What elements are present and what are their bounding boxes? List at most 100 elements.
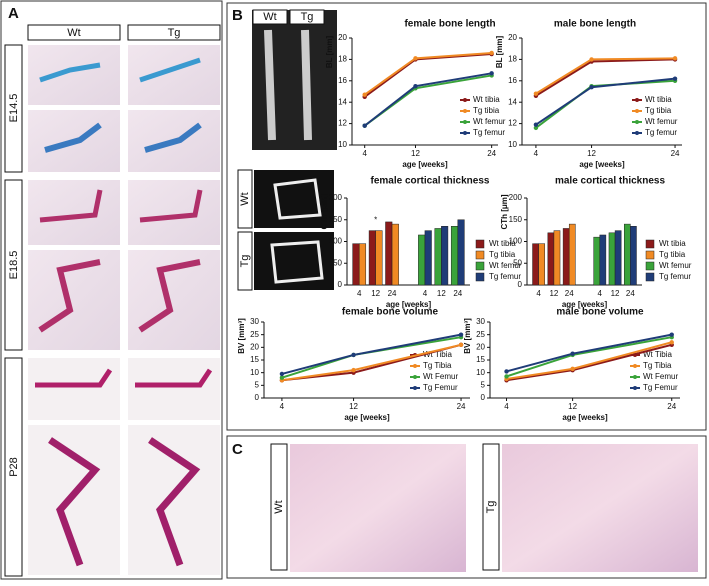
y-axis-label: BV [mm³]	[463, 318, 472, 354]
y-tick-label: 12	[508, 119, 517, 128]
bar	[391, 223, 399, 286]
bar	[434, 228, 442, 286]
x-tick-label: 4	[536, 289, 541, 298]
bar	[630, 226, 637, 286]
point	[570, 366, 575, 372]
bar	[424, 230, 432, 286]
chart-title: male cortical thickness	[555, 176, 665, 187]
legend-marker	[463, 131, 467, 135]
row-box	[4, 179, 23, 351]
panel-label: A	[8, 5, 19, 22]
y-tick-label: 50	[333, 258, 342, 267]
photo	[28, 45, 120, 105]
point	[669, 332, 674, 337]
legend-swatch	[475, 239, 485, 249]
point	[533, 125, 539, 131]
legend-label: Tg tibia	[473, 106, 500, 115]
y-tick-label: 20	[476, 342, 485, 351]
column-label: Tg	[301, 11, 314, 23]
legend-label: Wt Tibia	[423, 350, 452, 359]
legend-swatch	[645, 272, 655, 282]
legend-swatch	[645, 250, 655, 260]
y-tick-label: 16	[508, 76, 517, 85]
point	[589, 85, 594, 90]
column-label: Wt	[67, 27, 80, 39]
photo	[128, 358, 220, 420]
point	[504, 374, 509, 379]
bar	[599, 234, 607, 286]
y-axis-label: BV [mm³]	[237, 318, 246, 354]
legend-label: Wt femur	[473, 117, 506, 126]
x-tick-label: 12	[549, 289, 558, 298]
bar	[562, 228, 570, 286]
series-line	[535, 58, 676, 97]
x-tick-label: 4	[357, 289, 362, 298]
legend-label: Tg femur	[489, 272, 521, 281]
row-box	[237, 169, 253, 229]
y-tick-label: 20	[338, 33, 347, 42]
x-tick-label: 4	[362, 149, 367, 158]
legend-label: Tg tibia	[645, 106, 672, 115]
header-box	[252, 9, 288, 25]
y-axis-label: CTh [μm]	[320, 194, 329, 229]
legend-marker	[635, 98, 639, 102]
y-tick-label: 15	[250, 355, 259, 364]
legend-label: Wt tibia	[645, 95, 672, 104]
bar	[450, 226, 459, 286]
series-line	[364, 53, 492, 98]
bar	[608, 232, 616, 286]
limb	[39, 57, 201, 83]
bone	[264, 29, 312, 141]
row-box	[4, 357, 23, 577]
x-tick-label: 12	[611, 289, 620, 298]
legend-label: Tg tibia	[659, 250, 686, 259]
point	[533, 91, 539, 96]
y-tick-label: 150	[509, 215, 523, 224]
y-tick-label: 25	[250, 330, 259, 339]
photo	[128, 45, 220, 105]
bar	[375, 230, 383, 286]
annotation: *	[374, 216, 377, 225]
row-box	[4, 44, 23, 173]
point	[669, 340, 674, 345]
x-tick-label: 12	[349, 402, 358, 411]
point	[413, 83, 418, 89]
legend-marker	[633, 364, 637, 368]
x-axis-label: age [weeks]	[386, 300, 432, 309]
y-tick-label: 10	[508, 140, 517, 149]
legend-label: Wt femur	[659, 261, 692, 270]
x-tick-label: 12	[437, 289, 446, 298]
legend-label: Wt femur	[645, 117, 678, 126]
y-tick-label: 0	[518, 280, 523, 289]
point	[362, 92, 367, 97]
y-tick-label: 5	[481, 380, 486, 389]
legend-swatch	[645, 261, 655, 271]
legend-marker	[463, 98, 467, 102]
point	[362, 123, 367, 128]
x-tick-label: 4	[280, 402, 285, 411]
y-tick-label: 18	[508, 55, 517, 64]
bar	[358, 243, 367, 286]
histology-image	[290, 444, 466, 572]
legend-label: Wt Tibia	[643, 350, 672, 359]
histology-image	[502, 444, 698, 572]
y-tick-label: 25	[476, 330, 485, 339]
x-tick-label: 24	[671, 149, 680, 158]
bar	[614, 230, 622, 286]
x-tick-label: 24	[487, 149, 496, 158]
y-tick-label: 20	[250, 342, 259, 351]
y-tick-label: 14	[338, 97, 347, 106]
y-tick-label: 16	[338, 76, 347, 85]
legend-marker	[635, 131, 639, 135]
legend-marker	[413, 386, 417, 390]
point	[458, 342, 464, 347]
y-tick-label: 30	[250, 317, 259, 326]
x-tick-label: 4	[598, 289, 603, 298]
panel-frame	[226, 2, 707, 431]
legend-label: Wt Femur	[643, 372, 678, 381]
y-tick-label: 0	[481, 393, 486, 402]
x-axis-label: age [weeks]	[402, 160, 448, 169]
row-label: Wt	[273, 500, 285, 513]
legend-marker	[635, 120, 639, 124]
